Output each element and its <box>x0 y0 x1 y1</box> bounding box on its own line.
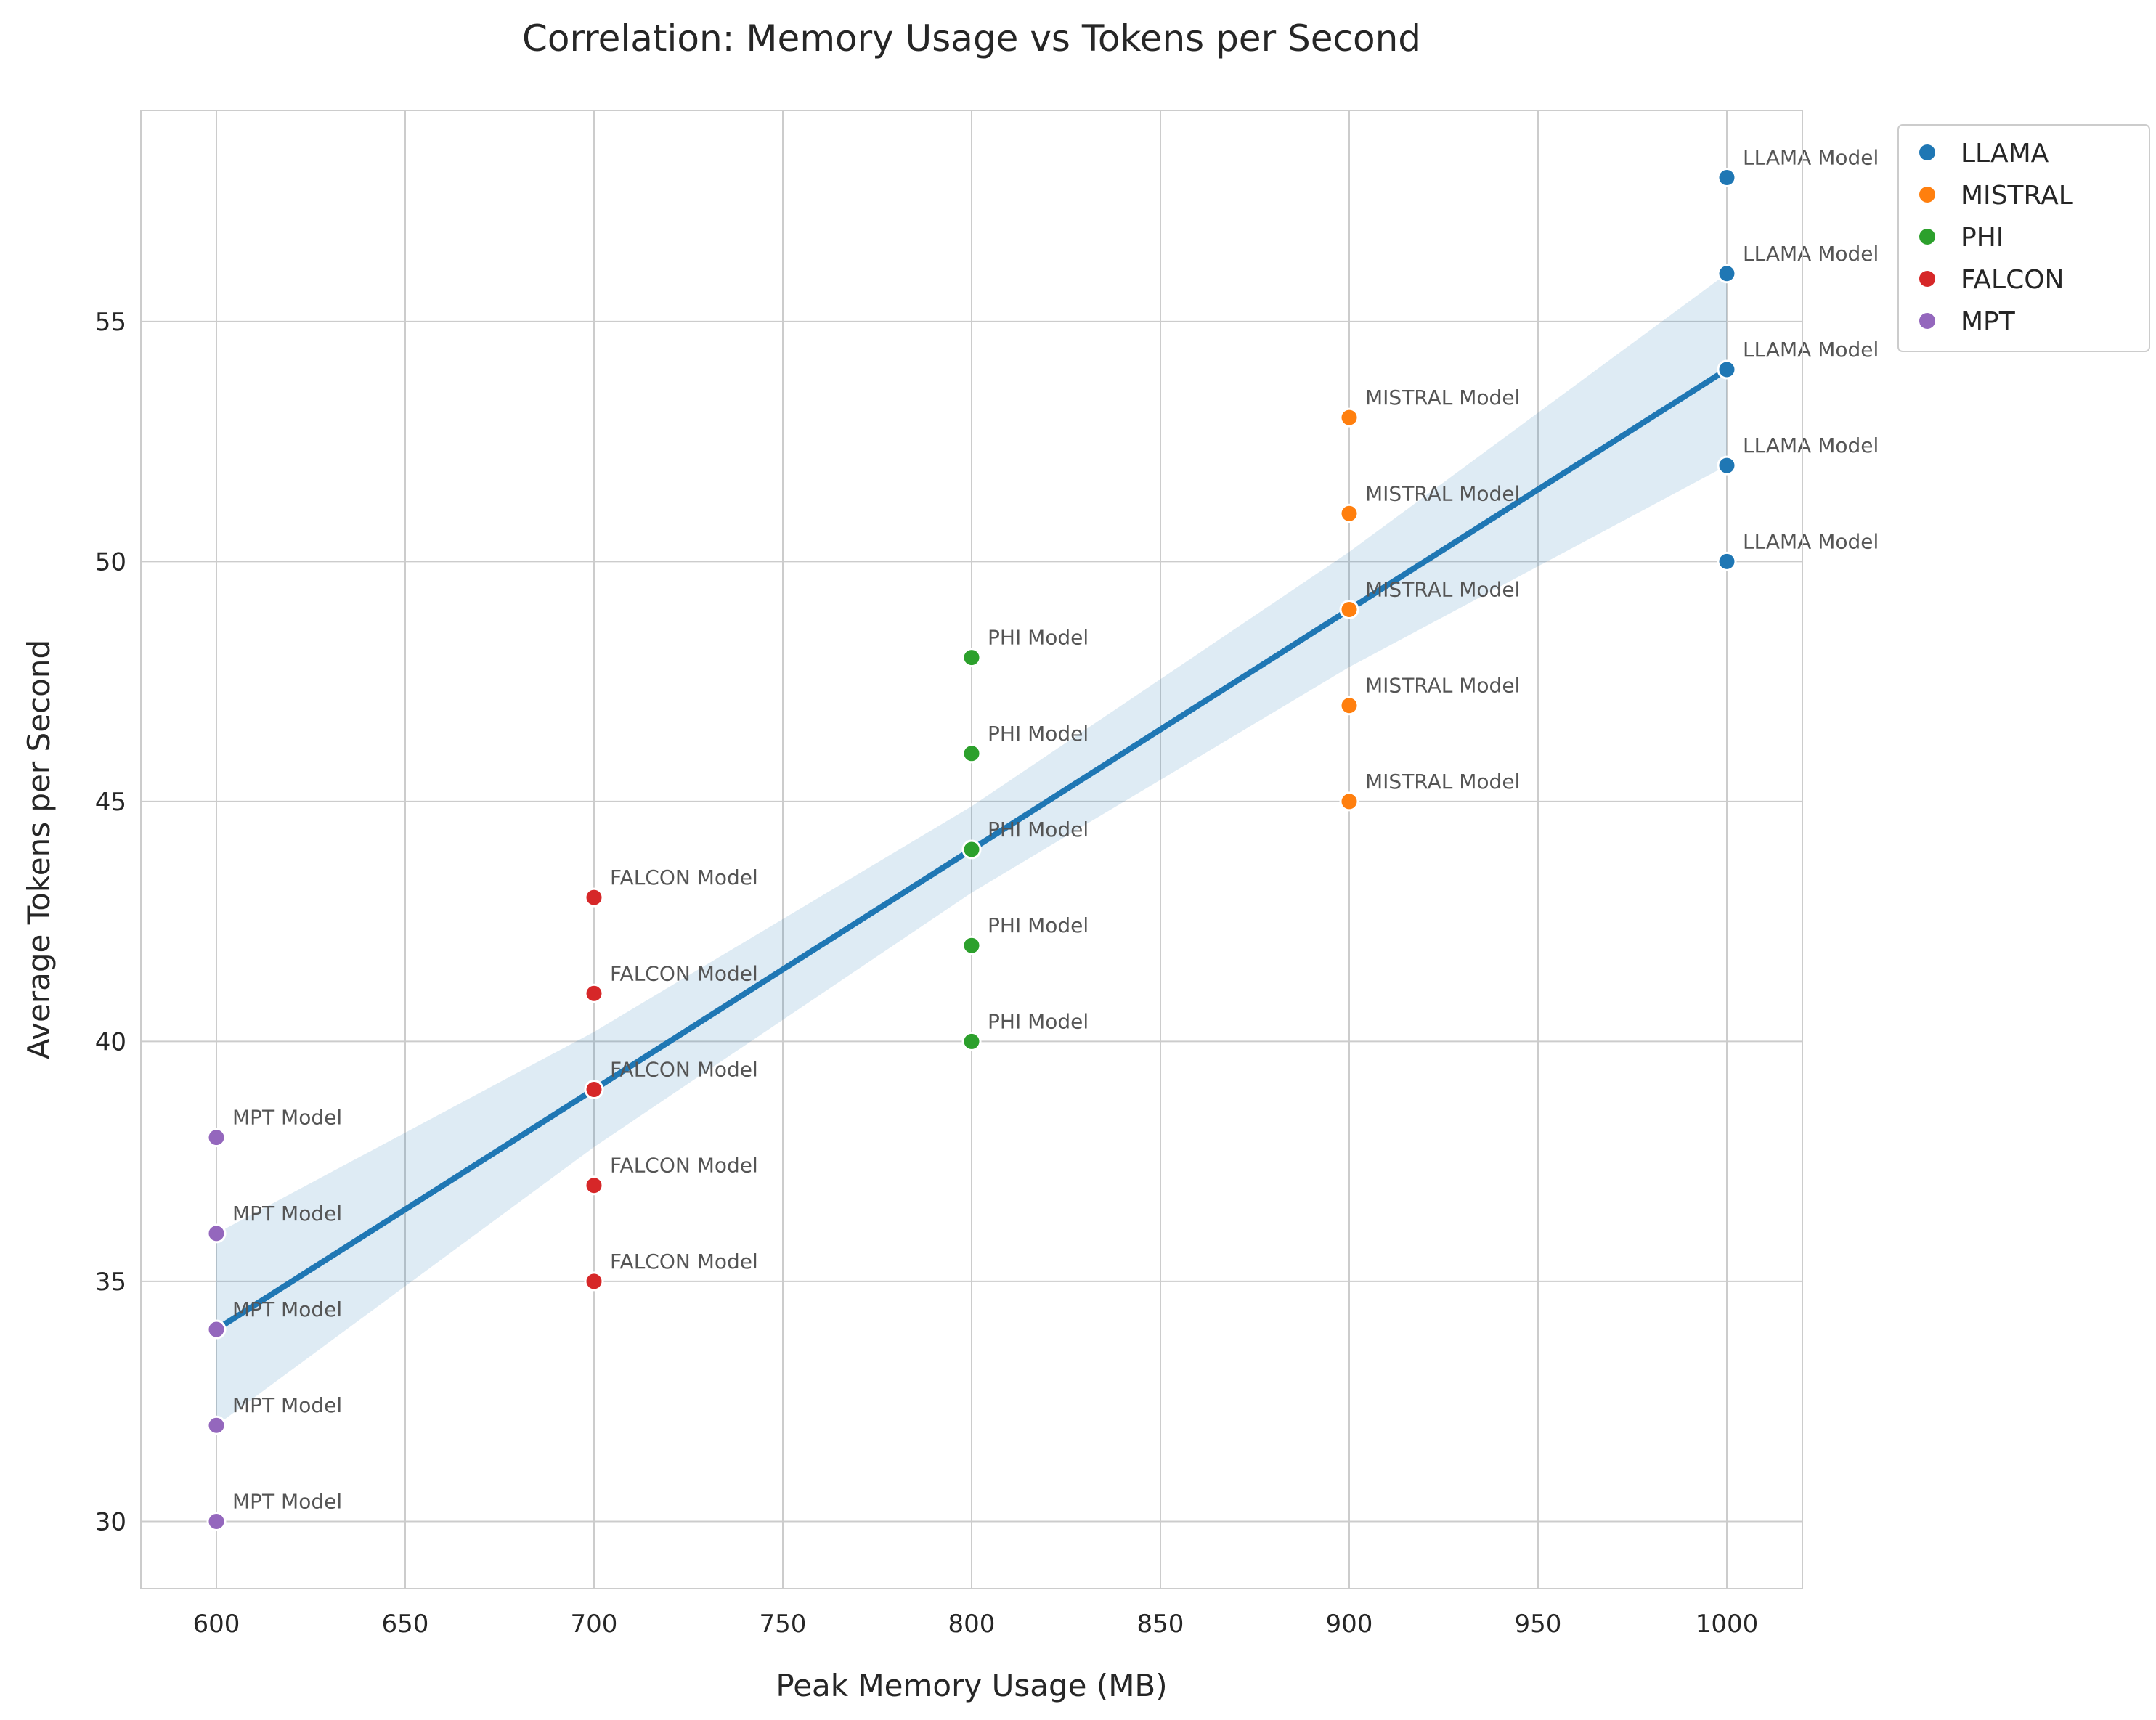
x-tick-label: 900 <box>1326 1610 1373 1639</box>
chart-title: Correlation: Memory Usage vs Tokens per … <box>522 17 1421 60</box>
data-point-mpt <box>206 1511 227 1531</box>
legend-marker-llama <box>1919 144 1935 160</box>
point-label: FALCON Model <box>610 1154 758 1178</box>
point-label: MPT Model <box>232 1106 342 1130</box>
point-label: LLAMA Model <box>1743 529 1879 553</box>
legend-marker-phi <box>1919 229 1935 245</box>
data-point-mistral <box>1339 407 1359 428</box>
point-label: PHI Model <box>988 722 1089 746</box>
data-point-falcon <box>584 1175 604 1196</box>
data-point-falcon <box>584 887 604 908</box>
x-axis-label: Peak Memory Usage (MB) <box>776 1668 1167 1703</box>
y-tick-labels: 30 35 40 45 50 55 <box>95 308 126 1537</box>
data-point-mpt <box>206 1223 227 1244</box>
point-label: FALCON Model <box>610 1058 758 1082</box>
y-tick-label: 45 <box>95 788 126 817</box>
point-labels: LLAMA Model LLAMA Model LLAMA Model LLAMA M… <box>232 146 1879 1514</box>
point-label: MPT Model <box>232 1393 342 1417</box>
point-label: MPT Model <box>232 1202 342 1226</box>
x-tick-label: 700 <box>571 1610 618 1639</box>
x-tick-label: 850 <box>1137 1610 1184 1639</box>
point-label: LLAMA Model <box>1743 338 1879 362</box>
point-label: LLAMA Model <box>1743 146 1879 170</box>
data-point-llama <box>1717 551 1737 571</box>
point-label: MISTRAL Model <box>1365 577 1520 601</box>
y-axis-label: Average Tokens per Second <box>21 640 57 1059</box>
data-point-llama <box>1717 455 1737 476</box>
data-point-mistral <box>1339 599 1359 619</box>
point-label: MPT Model <box>232 1489 342 1513</box>
plot-frame <box>140 110 1803 1589</box>
data-point-mpt <box>206 1128 227 1148</box>
data-point-mpt <box>206 1415 227 1435</box>
y-tick-label: 40 <box>95 1027 126 1056</box>
point-label: PHI Model <box>988 626 1089 650</box>
x-tick-labels: 600 650 700 750 800 850 900 950 1000 <box>193 1610 1759 1639</box>
point-label: LLAMA Model <box>1743 433 1879 457</box>
point-label: MISTRAL Model <box>1365 386 1520 409</box>
point-label: LLAMA Model <box>1743 242 1879 266</box>
point-label: MISTRAL Model <box>1365 770 1520 794</box>
data-points <box>206 168 1737 1531</box>
legend-marker-mistral <box>1919 187 1935 203</box>
point-label: FALCON Model <box>610 865 758 889</box>
data-point-phi <box>961 743 982 764</box>
point-label: MISTRAL Model <box>1365 481 1520 505</box>
data-point-llama <box>1717 168 1737 188</box>
data-point-mistral <box>1339 791 1359 812</box>
legend-label-llama: LLAMA <box>1961 139 2049 168</box>
data-point-falcon <box>584 1080 604 1100</box>
point-label: PHI Model <box>988 913 1089 937</box>
x-tick-label: 1000 <box>1696 1610 1759 1639</box>
data-point-llama <box>1717 264 1737 284</box>
data-point-phi <box>961 935 982 955</box>
y-tick-label: 35 <box>95 1268 126 1297</box>
data-point-phi <box>961 839 982 860</box>
legend-label-falcon: FALCON <box>1961 265 2065 295</box>
data-point-falcon <box>584 983 604 1003</box>
legend-label-mpt: MPT <box>1961 307 2016 337</box>
legend-label-mistral: MISTRAL <box>1961 181 2073 211</box>
grid <box>141 110 1802 1589</box>
point-label: MISTRAL Model <box>1365 674 1520 698</box>
x-tick-label: 800 <box>948 1610 996 1639</box>
legend: LLAMA MISTRAL PHI FALCON MPT <box>1897 124 2150 352</box>
point-label: MPT Model <box>232 1297 342 1321</box>
data-point-phi <box>961 1031 982 1051</box>
data-point-mpt <box>206 1319 227 1340</box>
point-label: PHI Model <box>988 1009 1089 1033</box>
legend-label-phi: PHI <box>1961 223 2004 253</box>
data-point-falcon <box>584 1271 604 1292</box>
data-point-phi <box>961 648 982 668</box>
point-label: FALCON Model <box>610 1250 758 1273</box>
y-tick-label: 30 <box>95 1507 126 1536</box>
x-tick-label: 750 <box>760 1610 807 1639</box>
data-point-llama <box>1717 359 1737 380</box>
point-label: PHI Model <box>988 818 1089 841</box>
data-point-mistral <box>1339 696 1359 716</box>
y-tick-label: 50 <box>95 547 126 576</box>
legend-marker-falcon <box>1919 271 1935 287</box>
point-label: FALCON Model <box>610 961 758 985</box>
x-tick-label: 650 <box>382 1610 429 1639</box>
data-point-mistral <box>1339 503 1359 523</box>
legend-box <box>1897 124 2150 352</box>
y-tick-label: 55 <box>95 308 126 337</box>
legend-marker-mpt <box>1919 313 1935 329</box>
x-tick-label: 600 <box>193 1610 240 1639</box>
x-tick-label: 950 <box>1515 1610 1562 1639</box>
